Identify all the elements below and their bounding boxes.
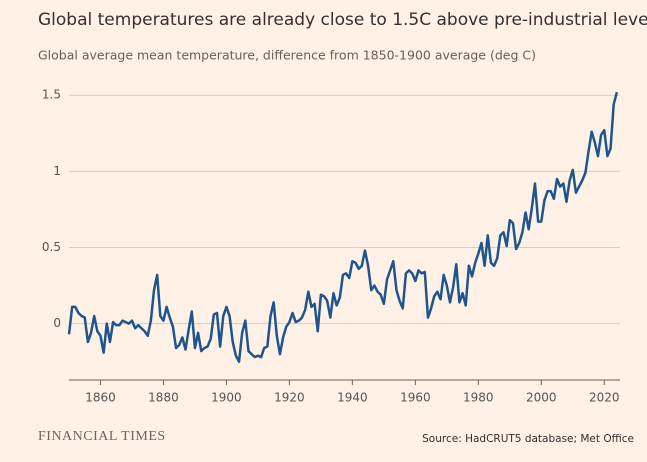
brand: FINANCIAL TIMES (38, 429, 166, 444)
x-tick-label: 2020 (589, 391, 620, 405)
x-tick-label: 1900 (211, 391, 242, 405)
x-tick-label: 1920 (274, 391, 305, 405)
y-tick-label: 1.5 (42, 88, 61, 102)
y-tick-label: 1 (53, 164, 61, 178)
y-tick-label: 0.5 (42, 240, 61, 254)
x-tick-label: 1960 (400, 391, 431, 405)
x-tick-label: 1880 (148, 391, 179, 405)
x-tick-label: 2000 (526, 391, 557, 405)
x-tick-label: 1980 (463, 391, 494, 405)
chart-title: Global temperatures are already close to… (38, 10, 647, 30)
chart-subtitle: Global average mean temperature, differe… (38, 48, 536, 63)
x-tick-label: 1940 (337, 391, 368, 405)
x-tick-label: 1860 (85, 391, 116, 405)
y-tick-label: 0 (53, 316, 61, 330)
line (67, 91, 619, 363)
source: Source: HadCRUT5 database; Met Office (422, 433, 634, 445)
